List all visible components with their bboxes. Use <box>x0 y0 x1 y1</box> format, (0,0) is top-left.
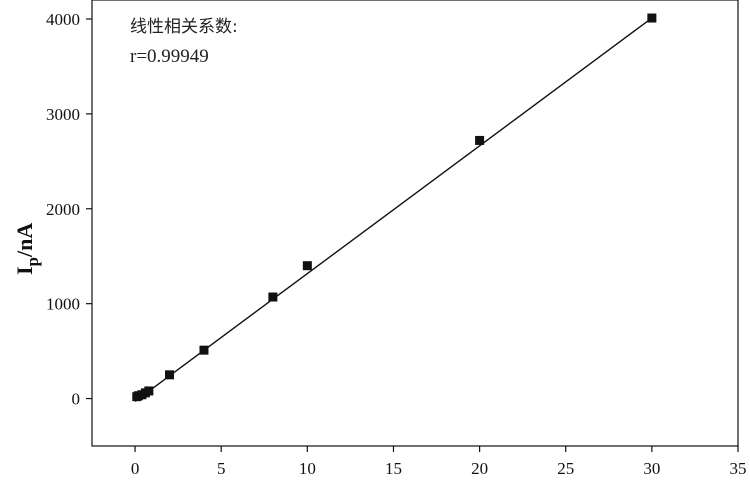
fit-line <box>134 17 653 402</box>
data-point <box>647 13 657 23</box>
data-point <box>268 292 278 302</box>
regression-line <box>134 17 653 402</box>
x-tick-label: 0 <box>131 459 140 478</box>
y-axis-label-subscript: p <box>23 257 42 266</box>
data-points <box>132 13 657 402</box>
x-tick-label: 20 <box>471 459 488 478</box>
x-tick-label: 15 <box>385 459 402 478</box>
axes: 0 5 10 15 20 25 30 35 0 1000 2000 3000 4000 <box>46 0 747 478</box>
data-point <box>302 261 312 271</box>
plot-frame <box>91 0 739 447</box>
x-tick-label: 35 <box>730 459 747 478</box>
y-axis-label-unit: /nA <box>12 223 37 258</box>
annotation-r-value: r=0.99949 <box>130 46 209 67</box>
x-tick-label: 5 <box>217 459 226 478</box>
y-tick-label: 3000 <box>46 105 80 124</box>
y-tick-label: 4000 <box>46 10 80 29</box>
x-tick-label: 25 <box>557 459 574 478</box>
chart-labels: 线性相关系数: r=0.99949 Ip/nA <box>12 17 238 275</box>
data-point <box>199 345 209 355</box>
y-tick-label: 1000 <box>46 295 80 314</box>
x-tick-label: 30 <box>643 459 660 478</box>
data-point <box>165 370 175 380</box>
annotation-correlation-label: 线性相关系数: <box>130 17 238 37</box>
y-axis-label: Ip/nA <box>12 223 42 275</box>
data-point <box>144 386 154 396</box>
y-tick-label: 0 <box>72 390 81 409</box>
data-point <box>475 135 485 145</box>
x-tick-label: 10 <box>299 459 316 478</box>
y-tick-label: 2000 <box>46 200 80 219</box>
y-axis-label-main: I <box>12 266 37 275</box>
